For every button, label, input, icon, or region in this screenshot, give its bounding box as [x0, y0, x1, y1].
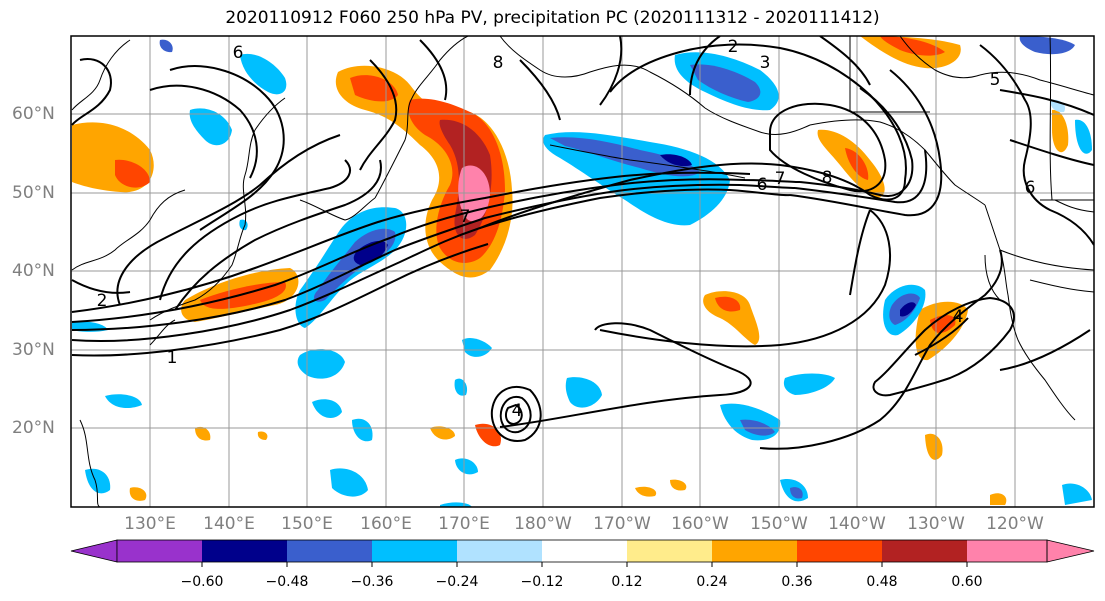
- colorbar-segment: [457, 540, 542, 562]
- colorbar-tick-label: −0.60: [180, 574, 224, 590]
- contour-label: 6: [233, 43, 244, 63]
- lon-label: 160°W: [671, 514, 729, 534]
- lat-label: 20°N: [12, 418, 55, 438]
- colorbar-tick-label: −0.48: [265, 574, 309, 590]
- colorbar-tick-label: 0.24: [696, 574, 728, 590]
- colorbar-segment: [967, 540, 1047, 562]
- contour-labels: 1 2 2 3 4 4 5 6 6 6 7 7 8 8: [97, 37, 1036, 421]
- colorbar-tick-label: −0.12: [520, 574, 564, 590]
- lon-label: 150°E: [281, 514, 333, 534]
- contour-label: 7: [460, 207, 471, 227]
- colorbar-extend-min: [70, 539, 118, 563]
- lon-label: 140°W: [828, 514, 886, 534]
- coastlines: [71, 36, 1094, 507]
- colorbar-segment: [882, 540, 967, 562]
- colorbar-tick-label: −0.36: [350, 574, 394, 590]
- map-frame: [70, 35, 1095, 508]
- colorbar-tick-label: −0.24: [435, 574, 479, 590]
- colorbar-tick-label: 0.36: [781, 574, 813, 590]
- colorbar-segment: [202, 540, 287, 562]
- colorbar-segment: [542, 540, 627, 562]
- contour-label: 7: [775, 169, 786, 189]
- colorbar-segment: [797, 540, 882, 562]
- contour-label: 8: [493, 53, 504, 73]
- colorbar-segment: [712, 540, 797, 562]
- colorbar-segment: [117, 540, 202, 562]
- map-title: 2020110912 F060 250 hPa PV, precipitatio…: [225, 8, 880, 28]
- contour-label: 6: [757, 175, 768, 195]
- colorbar-segment: [372, 540, 457, 562]
- contour-label: 6: [1025, 178, 1036, 198]
- colorbar-extend-max: [1046, 539, 1095, 563]
- contour-label: 2: [728, 37, 739, 57]
- lat-label: 40°N: [12, 261, 55, 281]
- colorbar-tick-label: 0.48: [866, 574, 898, 590]
- lat-label: 50°N: [12, 183, 55, 203]
- colorbar-segment: [287, 540, 372, 562]
- lon-label: 180°W: [514, 514, 572, 534]
- lon-label: 140°E: [203, 514, 255, 534]
- contour-label: 5: [990, 70, 1001, 90]
- lat-label: 60°N: [12, 104, 55, 124]
- colorbar-segment: [627, 540, 712, 562]
- colorbar-tick-label: 0.12: [611, 574, 643, 590]
- graticule: [71, 36, 1094, 507]
- lon-label: 130°E: [124, 514, 176, 534]
- colorbar: [70, 539, 1095, 567]
- pv-contours: [71, 36, 1094, 450]
- lon-label: 170°E: [438, 514, 490, 534]
- contour-label: 2: [97, 291, 108, 311]
- contour-label: 4: [512, 401, 523, 421]
- contour-label: 3: [760, 53, 771, 73]
- lon-label: 130°W: [907, 514, 965, 534]
- colorbar-tick-label: 0.60: [951, 574, 983, 590]
- lat-label: 30°N: [12, 340, 55, 360]
- contour-label: 4: [953, 307, 964, 327]
- contour-label: 8: [822, 168, 833, 188]
- lon-label: 150°W: [750, 514, 808, 534]
- contour-label: 1: [167, 348, 178, 368]
- precip-negative-shading: [72, 36, 1092, 507]
- lon-label: 120°W: [986, 514, 1044, 534]
- lon-label: 170°W: [593, 514, 651, 534]
- lon-label: 160°E: [360, 514, 412, 534]
- boundaries: [849, 36, 1094, 301]
